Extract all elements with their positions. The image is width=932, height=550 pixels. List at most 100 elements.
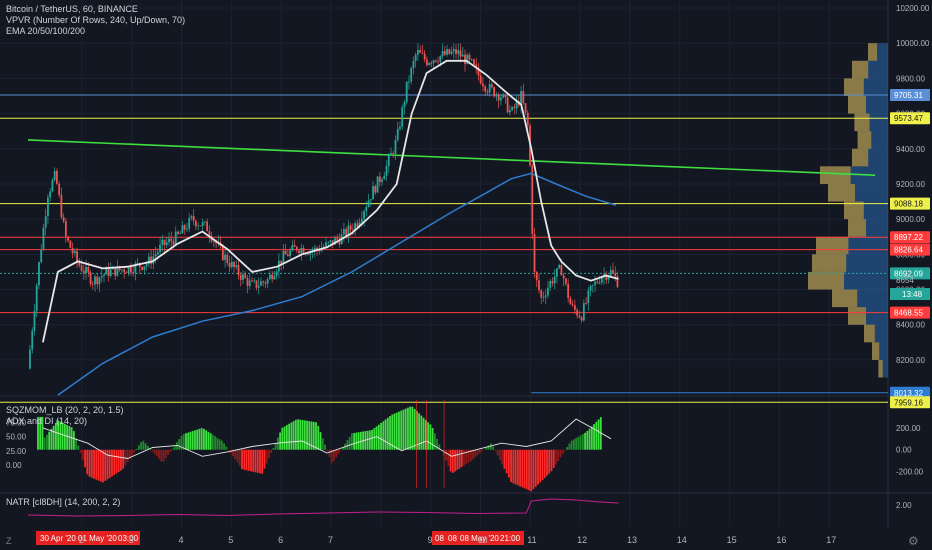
sqzmom-bar xyxy=(393,413,396,450)
sqzmom-bar xyxy=(111,449,113,477)
candle-body xyxy=(150,256,152,264)
candle-body xyxy=(192,216,195,221)
time-tick-label: 11 xyxy=(527,535,536,545)
gear-icon[interactable]: ⚙ xyxy=(908,534,919,548)
sqzmom-bar xyxy=(261,449,264,474)
sqzmom-bar xyxy=(400,410,403,450)
candle-body xyxy=(600,277,603,283)
candle-body xyxy=(372,186,374,200)
volume-profile-bar xyxy=(848,219,866,237)
candle-body xyxy=(316,247,318,250)
sqzmom-bar xyxy=(303,420,306,450)
candle-body xyxy=(399,126,401,129)
candle-body xyxy=(257,285,260,288)
sqzmom-bar xyxy=(102,449,104,483)
sqzmom-bar xyxy=(214,436,217,450)
sqzmom-bar xyxy=(268,449,270,459)
oscillator-left-tick: 50.00 xyxy=(6,433,27,442)
sqzmom-bar xyxy=(290,422,293,450)
sqzmom-bar xyxy=(104,449,107,481)
sqzmom-bar xyxy=(505,449,508,474)
candle-body xyxy=(544,295,547,297)
sqzmom-bar xyxy=(113,449,116,475)
candle-body xyxy=(571,304,574,306)
candle-body xyxy=(246,278,249,286)
candle-body xyxy=(542,296,545,298)
countdown-label: 13:48 xyxy=(902,290,923,299)
sqzmom-bar xyxy=(377,424,380,450)
sqzmom-bar xyxy=(595,421,598,450)
sqzmom-bar xyxy=(451,449,454,473)
sqzmom-bar xyxy=(234,449,237,460)
candle-body xyxy=(614,272,617,277)
candle-body xyxy=(147,256,150,265)
oscillator-left-tick: 75.00 xyxy=(6,418,27,427)
candle-body xyxy=(280,260,283,264)
sqzmom-bar xyxy=(126,449,129,463)
price-label-box xyxy=(890,112,930,125)
candle-body xyxy=(275,271,278,276)
candle-body xyxy=(479,75,482,84)
candle-body xyxy=(367,200,370,207)
candle-body xyxy=(351,229,354,231)
sqzmom-bar xyxy=(99,449,102,482)
candle-body xyxy=(446,49,448,55)
sqzmom-bar xyxy=(106,449,109,480)
sqzmom-bar xyxy=(557,449,560,461)
sqzmom-bar xyxy=(191,431,194,450)
candle-body xyxy=(248,280,251,286)
sqzmom-bar xyxy=(131,449,134,456)
candle-body xyxy=(255,280,258,288)
candle-body xyxy=(452,49,455,52)
candle-body xyxy=(105,267,108,275)
sqzmom-bar xyxy=(52,425,55,450)
candle-body xyxy=(430,63,433,64)
candle-body xyxy=(535,272,538,281)
sqzmom-bar xyxy=(61,422,64,450)
sqzmom-bar xyxy=(467,449,470,463)
candle-body xyxy=(215,241,218,244)
sqzmom-bar xyxy=(445,449,447,461)
sqzmom-bar xyxy=(178,439,181,450)
sqzmom-bar xyxy=(176,442,178,450)
sqzmom-bar xyxy=(561,449,564,454)
sqzmom-bar xyxy=(433,433,436,450)
candle-body xyxy=(419,50,422,53)
volume-profile-bar xyxy=(816,236,849,255)
candle-body xyxy=(551,280,554,284)
sqzmom-bar xyxy=(590,426,593,450)
candle-body xyxy=(558,265,561,269)
candle-body xyxy=(100,275,103,278)
candle-body xyxy=(329,240,332,242)
candle-body xyxy=(282,250,285,264)
sqzmom-bar xyxy=(481,449,483,452)
candle-body xyxy=(58,183,61,195)
volume-profile-bar xyxy=(878,359,883,378)
candle-body xyxy=(403,102,406,108)
price-tick-label: 9000.00 xyxy=(896,215,925,224)
sqzmom-bar xyxy=(337,449,340,454)
sqzmom-bar xyxy=(485,447,488,450)
sqzmom-bar xyxy=(552,449,555,468)
sqzmom-bar xyxy=(559,449,562,458)
sqzmom-bar xyxy=(366,430,369,450)
natr-label: NATR [cl8DH] (14, 200, 2, 2) xyxy=(6,497,121,507)
candle-body xyxy=(163,239,166,246)
candle-body xyxy=(154,254,157,257)
sqzmom-bar xyxy=(220,440,223,450)
candle-body xyxy=(33,310,36,331)
sqzmom-bar xyxy=(570,440,573,450)
sqzmom-bar xyxy=(281,427,284,450)
price-label-box xyxy=(890,396,930,409)
sqzmom-bar xyxy=(543,449,546,478)
candle-body xyxy=(425,59,428,66)
natr-legend: NATR [cl8DH] (14, 200, 2, 2) xyxy=(6,497,120,508)
sqzmom-bar xyxy=(404,408,407,450)
volume-profile-bar xyxy=(878,359,888,378)
candle-body xyxy=(174,231,177,245)
timezone-z-icon[interactable]: Z xyxy=(6,536,12,546)
sqzmom-bar xyxy=(196,429,199,450)
sqzmom-bar xyxy=(501,449,504,465)
sqzmom-bar xyxy=(194,430,196,450)
